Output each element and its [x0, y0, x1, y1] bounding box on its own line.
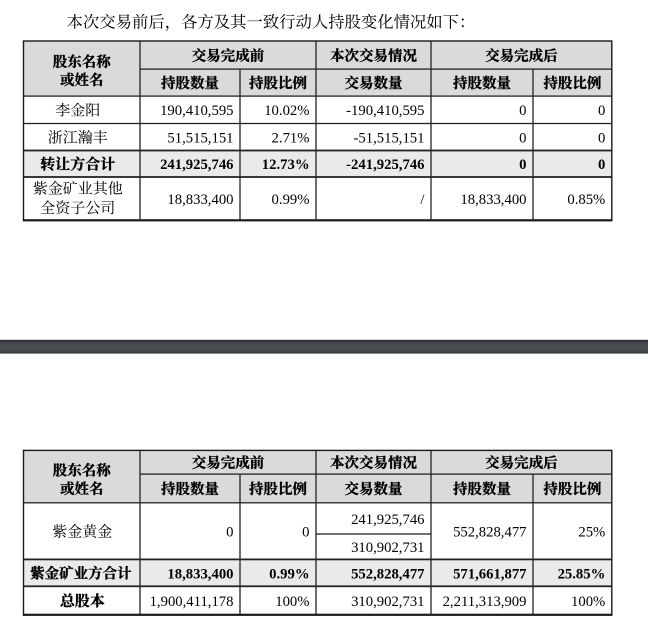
- svg-text:1,900,411,178: 1,900,411,178: [150, 594, 234, 610]
- svg-text:0.99%: 0.99%: [269, 566, 309, 582]
- svg-text:18,833,400: 18,833,400: [167, 566, 233, 582]
- svg-text:-51,515,151: -51,515,151: [354, 130, 425, 146]
- svg-text:310,902,731: 310,902,731: [351, 594, 424, 610]
- svg-text:0: 0: [598, 130, 605, 146]
- svg-text:25.85%: 25.85%: [558, 566, 606, 582]
- svg-text:18,833,400: 18,833,400: [460, 192, 526, 208]
- svg-text:0.99%: 0.99%: [272, 192, 310, 208]
- svg-text:-190,410,595: -190,410,595: [346, 103, 424, 119]
- svg-text:0: 0: [519, 130, 526, 146]
- svg-text:51,515,151: 51,515,151: [167, 130, 233, 146]
- svg-text:0: 0: [519, 157, 526, 173]
- svg-text:241,925,746: 241,925,746: [160, 157, 233, 173]
- svg-text:0: 0: [598, 157, 605, 173]
- svg-text:18,833,400: 18,833,400: [167, 192, 233, 208]
- svg-text:0.85%: 0.85%: [567, 192, 605, 208]
- svg-text:190,410,595: 190,410,595: [160, 103, 233, 119]
- svg-text:-241,925,746: -241,925,746: [346, 157, 424, 173]
- svg-text:25%: 25%: [578, 525, 605, 541]
- svg-text:241,925,746: 241,925,746: [351, 512, 424, 528]
- svg-text:2,211,313,909: 2,211,313,909: [443, 594, 527, 610]
- svg-text:100%: 100%: [571, 594, 605, 610]
- svg-text:0: 0: [519, 103, 526, 119]
- svg-text:0: 0: [226, 525, 233, 541]
- svg-text:0: 0: [598, 103, 605, 119]
- svg-text:571,661,877: 571,661,877: [453, 566, 526, 582]
- svg-text:12.73%: 12.73%: [262, 157, 310, 173]
- svg-text:0: 0: [302, 525, 309, 541]
- svg-text:10.02%: 10.02%: [264, 103, 309, 119]
- svg-text:/: /: [420, 192, 425, 208]
- svg-text:100%: 100%: [275, 594, 309, 610]
- svg-text:310,902,731: 310,902,731: [351, 540, 424, 556]
- svg-text:2.71%: 2.71%: [272, 130, 310, 146]
- svg-text:552,828,477: 552,828,477: [453, 525, 526, 541]
- svg-text:552,828,477: 552,828,477: [351, 566, 424, 582]
